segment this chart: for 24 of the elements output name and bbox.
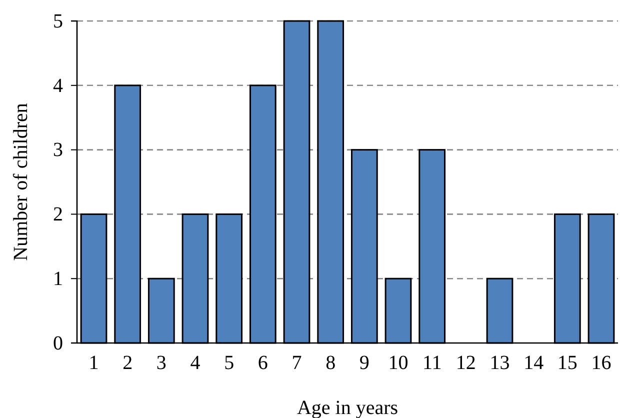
- x-axis-title: Age in years: [296, 397, 398, 418]
- x-tick-label: 3: [156, 352, 166, 374]
- y-tick-label: 5: [53, 10, 63, 32]
- x-tick-label: 10: [388, 352, 408, 374]
- x-tick-label: 6: [258, 352, 268, 374]
- x-tick-label: 11: [422, 352, 442, 374]
- x-tick-label: 12: [456, 352, 476, 374]
- y-tick-label: 3: [53, 139, 63, 162]
- x-tick-label: 1: [88, 352, 99, 374]
- x-tick-label: 7: [292, 352, 302, 374]
- y-tick-label: 1: [53, 268, 63, 290]
- y-tick-label: 2: [53, 204, 63, 226]
- x-tick-label: 16: [591, 352, 612, 374]
- y-tick-label: 0: [53, 332, 63, 354]
- x-tick-label: 15: [557, 352, 578, 374]
- y-axis-title: Number of children: [10, 103, 32, 261]
- x-tick-label: 2: [122, 352, 133, 374]
- x-tick-label: 8: [326, 352, 336, 374]
- x-tick-label: 13: [490, 352, 510, 374]
- x-tick-label: 4: [190, 352, 200, 374]
- x-tick-label: 14: [524, 352, 544, 374]
- x-tick-label: 5: [224, 352, 234, 374]
- x-tick-label: 9: [359, 352, 370, 374]
- y-tick-label: 4: [53, 74, 63, 97]
